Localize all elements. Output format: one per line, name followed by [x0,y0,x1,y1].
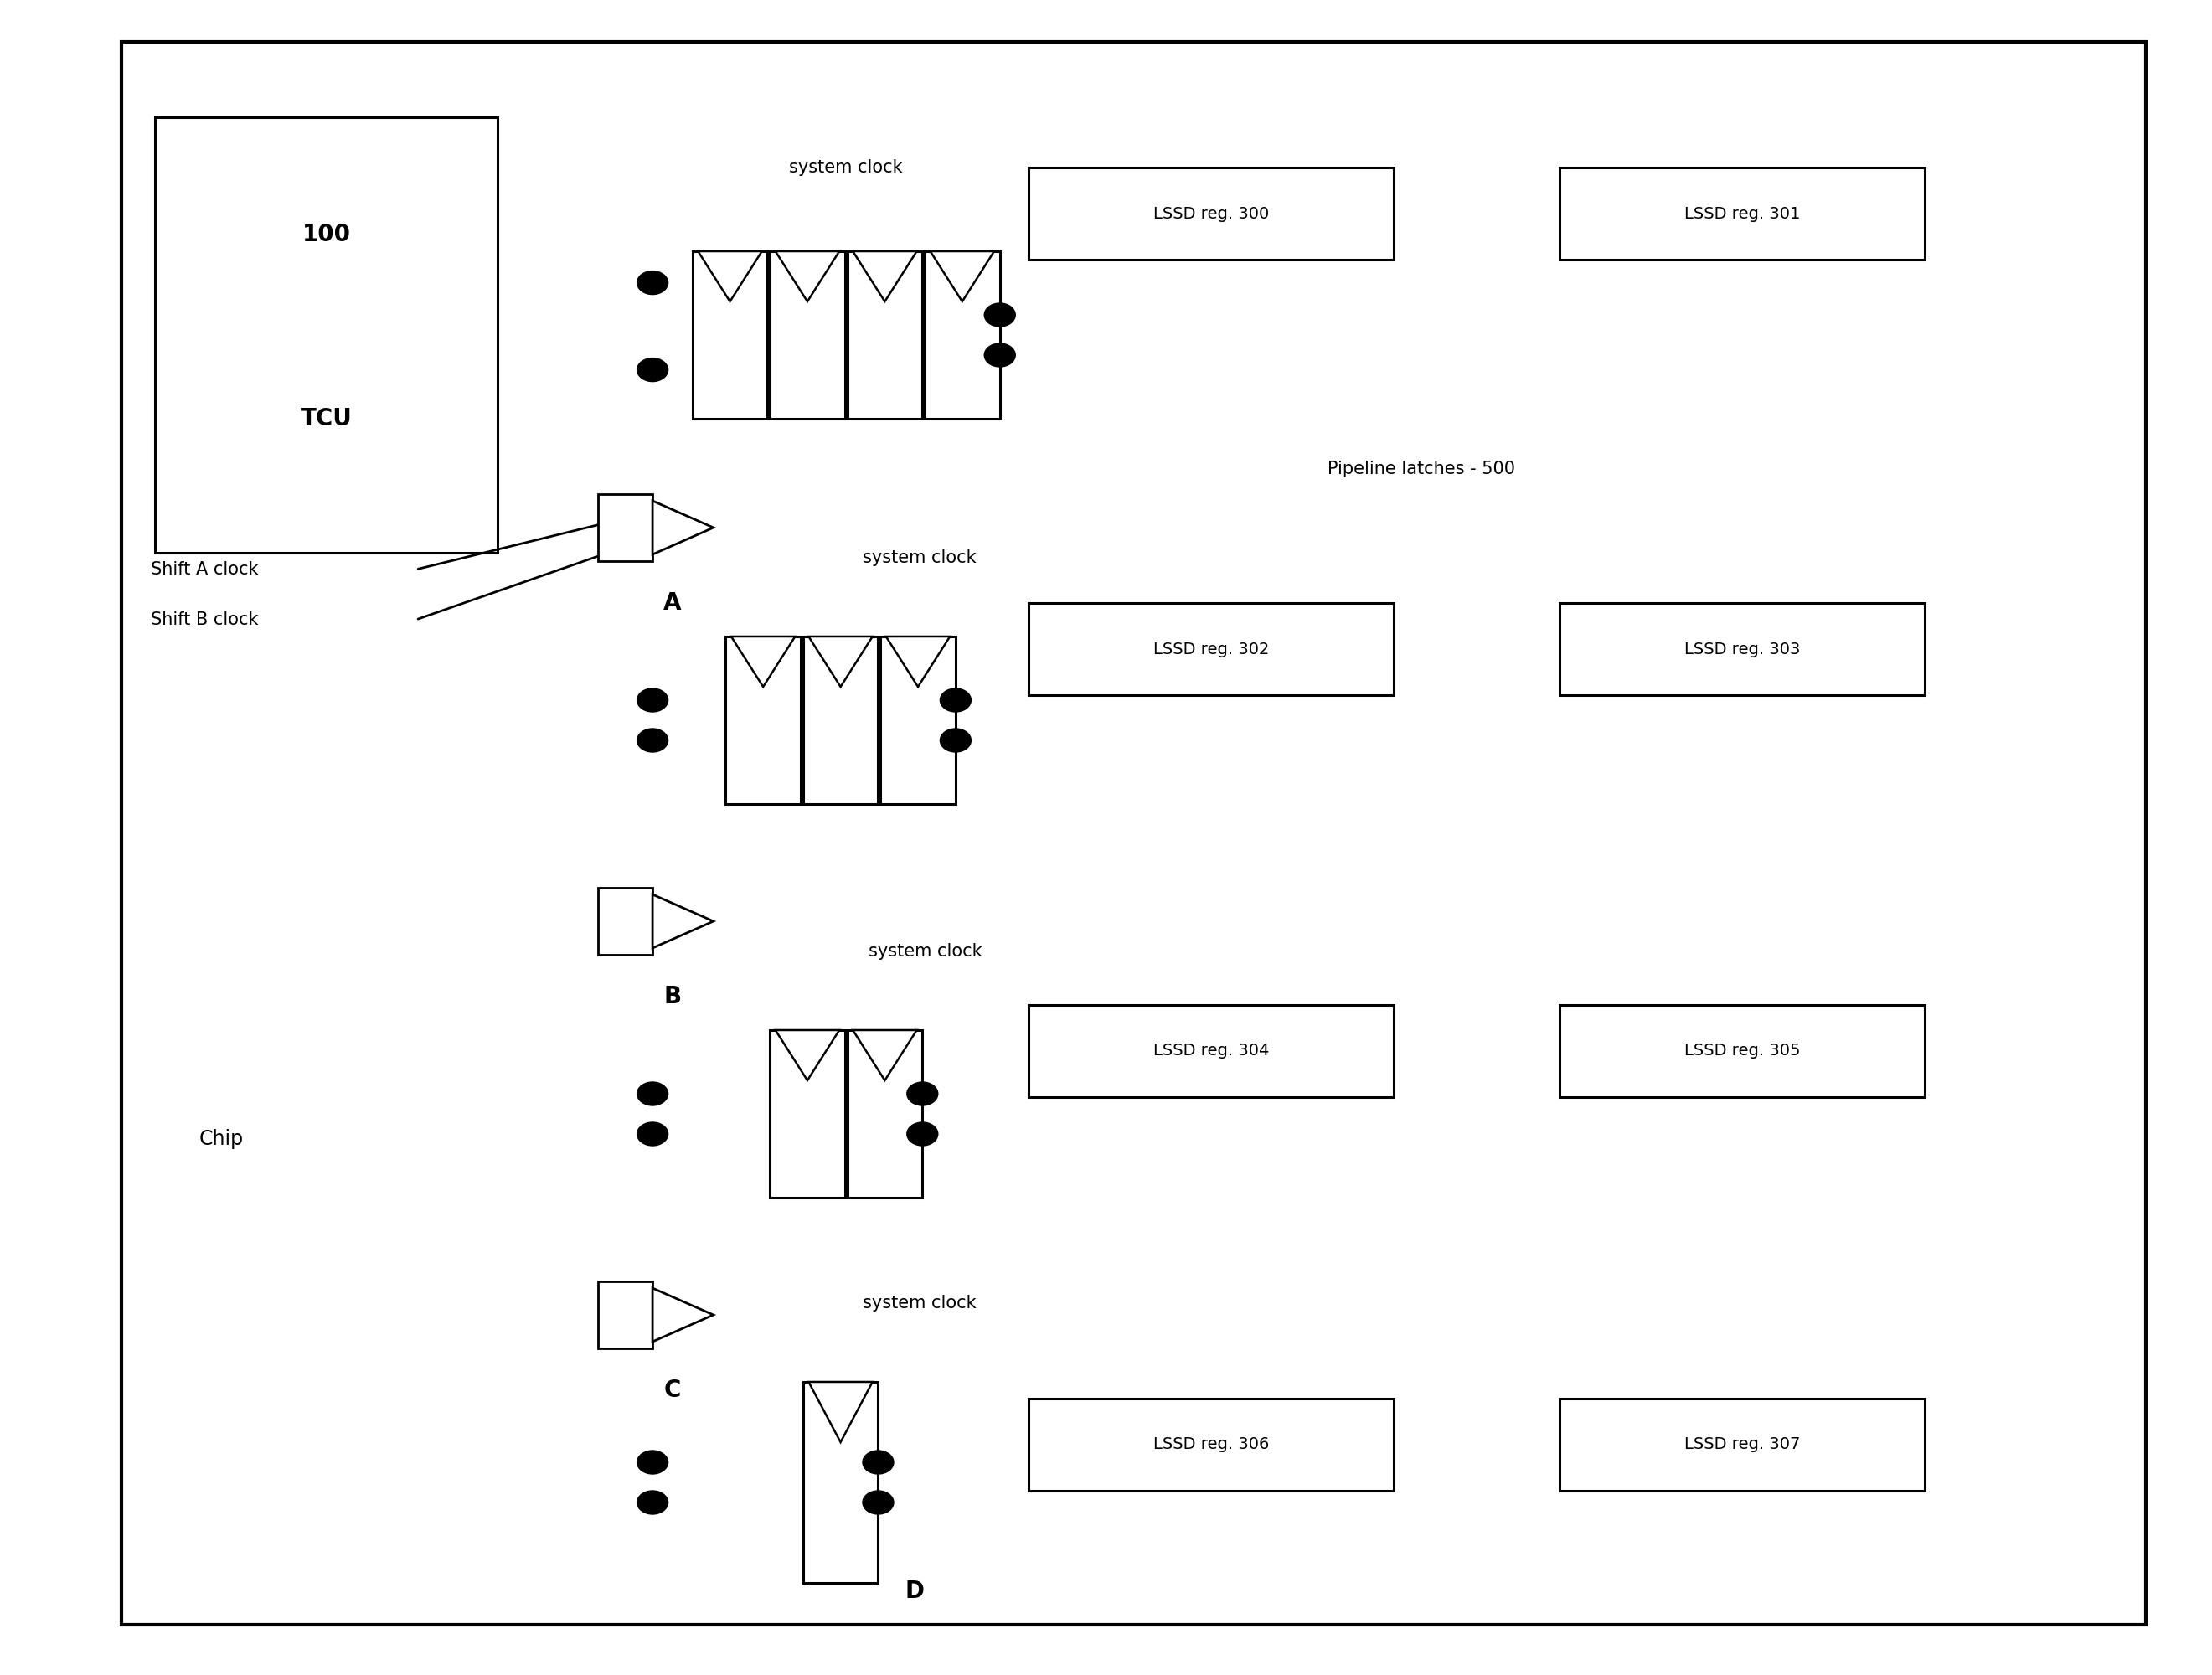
Text: Shift B clock: Shift B clock [150,611,259,628]
Text: C: C [664,1379,681,1402]
Polygon shape [810,636,872,687]
Text: LSSD reg. 304: LSSD reg. 304 [1152,1044,1270,1059]
Circle shape [637,271,668,295]
Circle shape [940,729,971,752]
Circle shape [637,1491,668,1514]
Text: LSSD reg. 302: LSSD reg. 302 [1152,642,1270,657]
Bar [597,888,653,955]
Bar [1029,1005,1394,1097]
Circle shape [637,1451,668,1474]
Polygon shape [653,894,712,948]
Circle shape [637,1082,668,1106]
Text: LSSD reg. 300: LSSD reg. 300 [1152,206,1270,221]
Circle shape [637,729,668,752]
Text: TCU: TCU [301,407,352,430]
Bar [803,1382,878,1583]
Text: LSSD reg. 307: LSSD reg. 307 [1683,1437,1801,1452]
Polygon shape [931,251,993,302]
Polygon shape [699,251,761,302]
Text: system clock: system clock [867,943,982,960]
Polygon shape [854,1030,916,1080]
Polygon shape [776,251,838,302]
Bar [770,251,845,419]
Bar [803,636,878,804]
Bar [1559,603,1924,695]
Circle shape [637,1122,668,1146]
Circle shape [863,1451,894,1474]
Text: LSSD reg. 303: LSSD reg. 303 [1683,642,1801,657]
Text: B: B [664,985,681,1008]
Bar [155,117,498,553]
Polygon shape [854,251,916,302]
Circle shape [984,343,1015,367]
Circle shape [907,1082,938,1106]
Text: LSSD reg. 306: LSSD reg. 306 [1152,1437,1270,1452]
Bar [847,251,922,419]
Circle shape [637,358,668,382]
Circle shape [940,688,971,712]
Bar [597,494,653,561]
Bar [597,1281,653,1348]
Bar [847,1030,922,1198]
Text: A: A [664,591,681,615]
Bar [1029,603,1394,695]
Bar [925,251,1000,419]
Circle shape [907,1122,938,1146]
Bar [880,636,956,804]
Polygon shape [810,1382,872,1442]
Text: system clock: system clock [863,1295,975,1312]
Bar [1029,1399,1394,1491]
Bar [692,251,768,419]
Bar [1559,1399,1924,1491]
Polygon shape [776,1030,838,1080]
Polygon shape [887,636,949,687]
Polygon shape [732,636,794,687]
Circle shape [637,688,668,712]
Text: LSSD reg. 305: LSSD reg. 305 [1683,1044,1801,1059]
Bar [1559,1005,1924,1097]
Text: 100: 100 [303,223,349,246]
Text: Chip: Chip [199,1129,243,1149]
Text: LSSD reg. 301: LSSD reg. 301 [1683,206,1801,221]
Bar [726,636,801,804]
Circle shape [863,1491,894,1514]
Bar [1029,168,1394,260]
Text: Pipeline latches - 500: Pipeline latches - 500 [1327,461,1515,477]
Text: D: D [905,1580,925,1603]
Circle shape [984,303,1015,327]
Polygon shape [653,1288,712,1342]
Text: system clock: system clock [790,159,902,176]
Bar [1559,168,1924,260]
Polygon shape [653,501,712,554]
Text: system clock: system clock [863,549,975,566]
Text: Shift A clock: Shift A clock [150,561,259,578]
Bar [770,1030,845,1198]
